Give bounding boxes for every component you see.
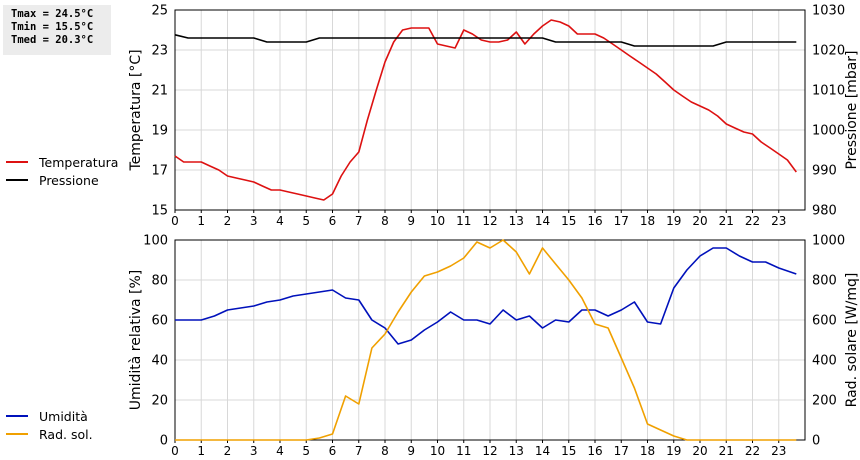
stat-tmin: Tmin = 15.5°C bbox=[11, 21, 94, 33]
chart2-xtick-label: 1 bbox=[197, 444, 205, 458]
chart2-xtick-label: 8 bbox=[381, 444, 389, 458]
stat-tmax: Tmax = 24.5°C bbox=[11, 8, 94, 20]
chart2-xtick-label: 6 bbox=[329, 444, 337, 458]
chart2-xtick-label: 22 bbox=[745, 444, 760, 458]
chart1-ytick-right: 1020 bbox=[812, 44, 845, 59]
chart1-ytick-right: 990 bbox=[812, 164, 837, 179]
chart2-series-2-line bbox=[175, 239, 797, 441]
chart1-xtick-label: 20 bbox=[692, 214, 707, 228]
chart1-xtick-label: 9 bbox=[407, 214, 415, 228]
legend-label-pressure: Pressione bbox=[39, 172, 99, 188]
chart1-ytick-right: 1030 bbox=[812, 4, 845, 19]
chart1-xtick-label: 10 bbox=[430, 214, 445, 228]
chart1-ytick-right: 1010 bbox=[812, 84, 845, 99]
chart2-xtick-label: 16 bbox=[587, 444, 602, 458]
chart2-xtick-label: 19 bbox=[666, 444, 681, 458]
chart2-xtick-label: 9 bbox=[407, 444, 415, 458]
chart2-xtick-label: 4 bbox=[276, 444, 284, 458]
chart1-ytick-left: 23 bbox=[151, 44, 168, 59]
legend-label-humidity: Umidità bbox=[39, 408, 88, 424]
chart2-xtick-label: 17 bbox=[614, 444, 629, 458]
chart1-xtick-label: 15 bbox=[561, 214, 576, 228]
legend-item-temperature: Temperatura bbox=[6, 153, 118, 171]
chart1-ytick-left: 19 bbox=[151, 124, 168, 139]
chart1-xtick-label: 13 bbox=[509, 214, 524, 228]
chart2-xtick-label: 21 bbox=[719, 444, 734, 458]
chart1-xtick-label: 18 bbox=[640, 214, 655, 228]
chart2-xtick-label: 13 bbox=[509, 444, 524, 458]
chart1-xtick-label: 17 bbox=[614, 214, 629, 228]
chart2-ytick-right: 0 bbox=[812, 434, 820, 449]
chart2-xtick-label: 5 bbox=[302, 444, 310, 458]
chart2-xtick-label: 14 bbox=[535, 444, 550, 458]
chart1-ylabel-right: Pressione [mbar] bbox=[844, 50, 860, 169]
chart2-xtick-label: 3 bbox=[250, 444, 258, 458]
chart2-ylabel-right: Rad. solare [W/mq] bbox=[844, 273, 860, 408]
chart2-xtick-label: 11 bbox=[456, 444, 471, 458]
chart1-ytick-right: 1000 bbox=[812, 124, 845, 139]
chart2-ytick-left: 80 bbox=[151, 274, 168, 289]
legend-swatch-pressure bbox=[6, 179, 28, 181]
chart2-xtick-label: 12 bbox=[482, 444, 497, 458]
legend-item-humidity: Umidità bbox=[6, 407, 93, 425]
chart1-xtick-label: 7 bbox=[355, 214, 363, 228]
chart1-ytick-left: 15 bbox=[151, 204, 168, 219]
stats-box: Tmax = 24.5°C Tmin = 15.5°C Tmed = 20.3°… bbox=[3, 5, 111, 55]
legend-label-solar: Rad. sol. bbox=[39, 426, 93, 442]
chart2-ytick-right: 1000 bbox=[812, 234, 845, 249]
chart1-xtick-label: 11 bbox=[456, 214, 471, 228]
chart1-xtick-label: 0 bbox=[171, 214, 179, 228]
chart1-series-2-line bbox=[174, 34, 797, 47]
legend-item-pressure: Pressione bbox=[6, 171, 118, 189]
chart1-xtick-label: 1 bbox=[197, 214, 205, 228]
chart1-xtick-label: 3 bbox=[250, 214, 258, 228]
chart2-xtick-label: 23 bbox=[771, 444, 786, 458]
chart1-xtick-label: 16 bbox=[587, 214, 602, 228]
chart2-xtick-label: 15 bbox=[561, 444, 576, 458]
chart2-ytick-right: 200 bbox=[812, 394, 837, 409]
chart2-xtick-label: 20 bbox=[692, 444, 707, 458]
chart1-xtick-label: 5 bbox=[302, 214, 310, 228]
chart2-ytick-right: 400 bbox=[812, 354, 837, 369]
chart2-ytick-left: 20 bbox=[151, 394, 168, 409]
chart1-xtick-label: 12 bbox=[482, 214, 497, 228]
chart2-xtick-label: 0 bbox=[171, 444, 179, 458]
chart2-xtick-label: 18 bbox=[640, 444, 655, 458]
chart1-xtick-label: 23 bbox=[771, 214, 786, 228]
chart1-xtick-label: 6 bbox=[329, 214, 337, 228]
chart2-xtick-label: 7 bbox=[355, 444, 363, 458]
chart1-ylabel-left: Temperatura [°C] bbox=[128, 49, 144, 171]
chart2-xtick-label: 2 bbox=[224, 444, 232, 458]
legend-top: Temperatura Pressione bbox=[6, 153, 118, 189]
chart1-xtick-label: 19 bbox=[666, 214, 681, 228]
chart1-xtick-label: 8 bbox=[381, 214, 389, 228]
chart2-ytick-left: 40 bbox=[151, 354, 168, 369]
chart2-ytick-left: 100 bbox=[143, 234, 168, 249]
legend-swatch-humidity bbox=[6, 415, 28, 417]
chart1-xtick-label: 2 bbox=[224, 214, 232, 228]
legend-label-temperature: Temperatura bbox=[39, 154, 119, 170]
legend-bottom: Umidità Rad. sol. bbox=[6, 407, 93, 443]
chart1-ytick-left: 17 bbox=[151, 164, 168, 179]
chart2-series-1-line bbox=[175, 247, 797, 345]
chart1-xtick-label: 14 bbox=[535, 214, 550, 228]
chart1-xtick-label: 21 bbox=[719, 214, 734, 228]
chart2-ytick-right: 600 bbox=[812, 314, 837, 329]
chart2-xtick-label: 10 bbox=[430, 444, 445, 458]
chart1-ytick-left: 25 bbox=[151, 4, 168, 19]
chart1-series-1-line bbox=[174, 19, 797, 201]
chart2-ytick-left: 60 bbox=[151, 314, 168, 329]
stat-tmed: Tmed = 20.3°C bbox=[11, 34, 94, 46]
legend-item-solar: Rad. sol. bbox=[6, 425, 93, 443]
chart1-xtick-label: 4 bbox=[276, 214, 284, 228]
chart2-ylabel-left: Umidità relativa [%] bbox=[128, 270, 144, 411]
chart1-ytick-left: 21 bbox=[151, 84, 168, 99]
chart1-ytick-right: 980 bbox=[812, 204, 837, 219]
chart2-ytick-right: 800 bbox=[812, 274, 837, 289]
legend-swatch-temperature bbox=[6, 161, 28, 163]
legend-swatch-solar bbox=[6, 433, 28, 435]
chart1-xtick-label: 22 bbox=[745, 214, 760, 228]
chart2-ytick-left: 0 bbox=[160, 434, 168, 449]
